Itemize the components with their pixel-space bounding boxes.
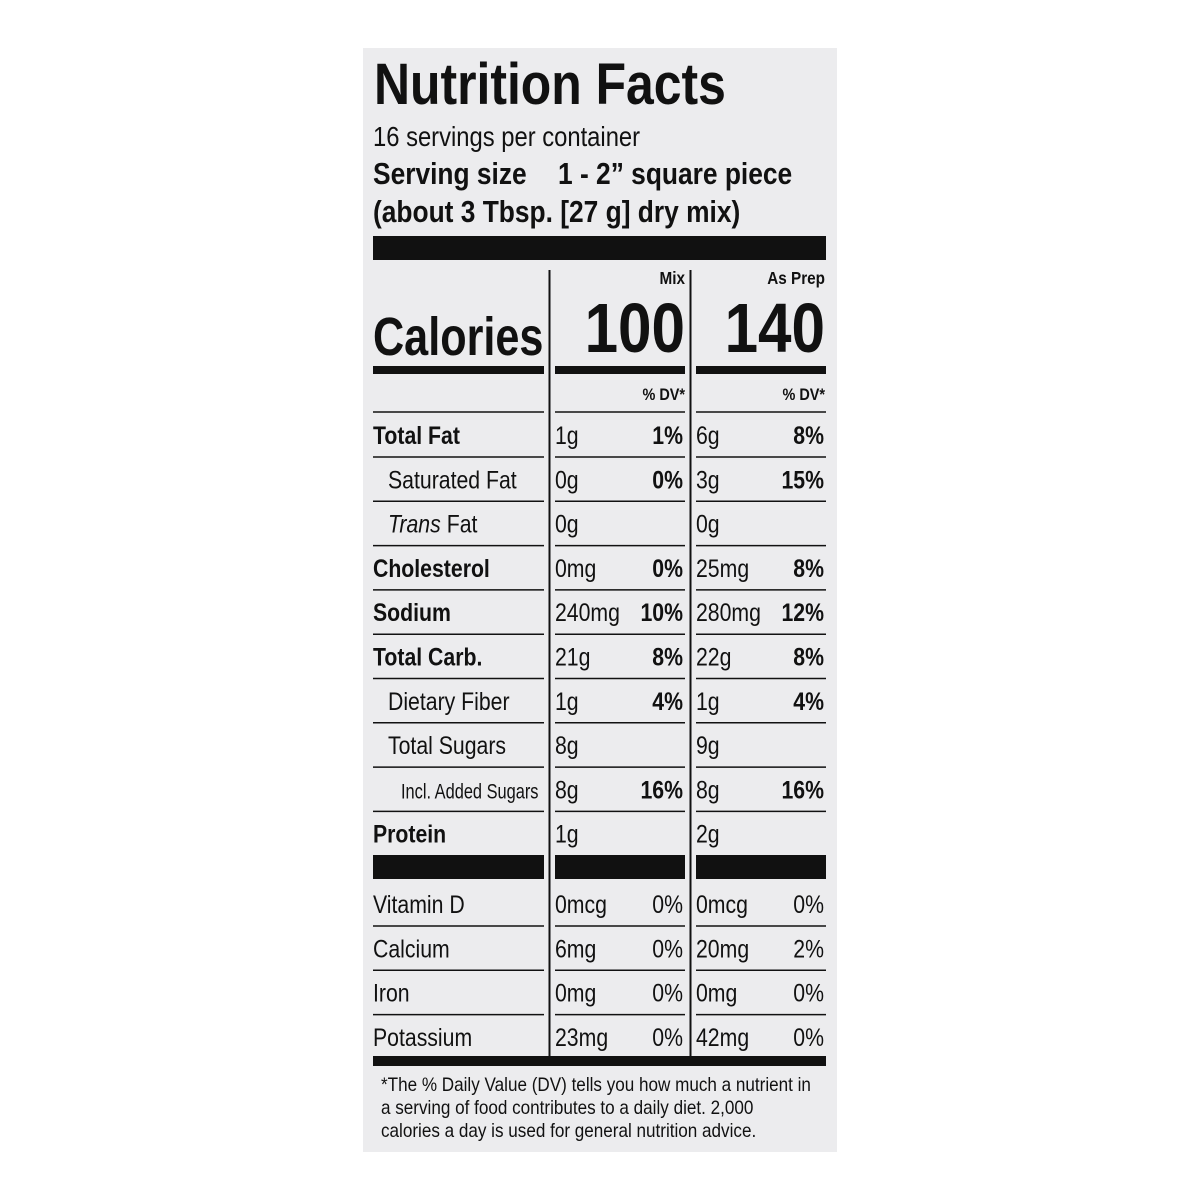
section-bar: [555, 855, 685, 879]
nutrient-name: Fat: [447, 510, 478, 538]
calories-bar: [373, 366, 544, 374]
daily-value: 10%: [640, 599, 683, 627]
dv-header: % DV*: [782, 386, 825, 404]
amount: 9g: [696, 731, 720, 759]
nutrient-name: Vitamin D: [373, 890, 465, 918]
label-panel: [363, 48, 837, 1152]
nutrient-name: Protein: [373, 820, 446, 848]
calories-bar: [555, 366, 685, 374]
amount: 6g: [696, 421, 720, 449]
column-header: As Prep: [767, 268, 825, 288]
amount: 0mcg: [696, 890, 748, 918]
nutrient-name: Total Fat: [373, 421, 460, 449]
daily-value: 0%: [652, 554, 683, 582]
daily-value: 0%: [652, 1023, 683, 1051]
amount: 42mg: [696, 1023, 749, 1051]
amount: 0mg: [555, 979, 596, 1007]
thick-bar: [373, 236, 826, 260]
nutrient-name: Sodium: [373, 599, 451, 627]
nutrient-name: Saturated Fat: [388, 466, 517, 494]
amount: 0mg: [696, 979, 737, 1007]
daily-value: 0%: [652, 979, 683, 1007]
amount: 1g: [555, 820, 579, 848]
calories-label: Calories: [373, 308, 543, 368]
amount: 22g: [696, 643, 731, 671]
amount: 21g: [555, 643, 590, 671]
amount: 23mg: [555, 1023, 608, 1051]
calories-value: 140: [725, 289, 825, 367]
amount: 0mg: [555, 554, 596, 582]
amount: 0mcg: [555, 890, 607, 918]
daily-value: 1%: [652, 421, 683, 449]
daily-value: 4%: [793, 687, 824, 715]
title: Nutrition Facts: [374, 53, 726, 117]
dv-header: % DV*: [642, 386, 685, 404]
daily-value: 15%: [781, 466, 824, 494]
amount: 6mg: [555, 935, 596, 963]
nutrient-name: Cholesterol: [373, 554, 490, 582]
daily-value: 0%: [793, 979, 824, 1007]
amount: 0g: [696, 510, 720, 538]
nutrient-name: Iron: [373, 979, 410, 1007]
amount: 8g: [555, 776, 579, 804]
footnote: *The % Daily Value (DV) tells you how mu…: [381, 1074, 811, 1095]
nutrient-name: Trans: [388, 510, 441, 538]
daily-value: 8%: [793, 643, 824, 671]
nutrient-name: Calcium: [373, 935, 450, 963]
serving-size-value: 1 - 2” square piece: [558, 157, 792, 191]
section-bar: [373, 855, 544, 879]
daily-value: 8%: [652, 643, 683, 671]
nutrient-name: Potassium: [373, 1023, 472, 1051]
bottom-bar: [373, 1056, 826, 1066]
nutrient-name: Total Carb.: [373, 643, 482, 671]
amount: 8g: [555, 731, 579, 759]
amount: 240mg: [555, 599, 620, 627]
amount: 3g: [696, 466, 720, 494]
column-header: Mix: [660, 268, 686, 288]
nutrient-name: Total Sugars: [388, 731, 506, 759]
daily-value: 8%: [793, 421, 824, 449]
nutrient-name: Incl. Added Sugars: [401, 779, 538, 802]
daily-value: 0%: [652, 890, 683, 918]
amount: 20mg: [696, 935, 749, 963]
calories-bar: [696, 366, 826, 374]
servings: 16 servings per container: [373, 120, 640, 152]
daily-value: 4%: [652, 687, 683, 715]
daily-value: 8%: [793, 554, 824, 582]
nutrient-name: Dietary Fiber: [388, 687, 510, 715]
daily-value: 0%: [793, 1023, 824, 1051]
amount: 25mg: [696, 554, 749, 582]
calories-value: 100: [585, 289, 685, 367]
daily-value: 16%: [781, 776, 824, 804]
serving-size-note: (about 3 Tbsp. [27 g] dry mix): [373, 195, 740, 229]
daily-value: 2%: [793, 935, 824, 963]
amount: 280mg: [696, 599, 761, 627]
amount: 1g: [555, 421, 579, 449]
daily-value: 12%: [781, 599, 824, 627]
amount: 2g: [696, 820, 720, 848]
footnote: calories a day is used for general nutri…: [381, 1120, 756, 1141]
amount: 1g: [555, 687, 579, 715]
amount: 1g: [696, 687, 720, 715]
footnote: a serving of food contributes to a daily…: [381, 1097, 753, 1118]
daily-value: 0%: [652, 466, 683, 494]
daily-value: 16%: [640, 776, 683, 804]
amount: 0g: [555, 510, 579, 538]
amount: 8g: [696, 776, 720, 804]
daily-value: 0%: [793, 890, 824, 918]
daily-value: 0%: [652, 935, 683, 963]
amount: 0g: [555, 466, 579, 494]
section-bar: [696, 855, 826, 879]
serving-size-label: Serving size: [373, 157, 527, 191]
